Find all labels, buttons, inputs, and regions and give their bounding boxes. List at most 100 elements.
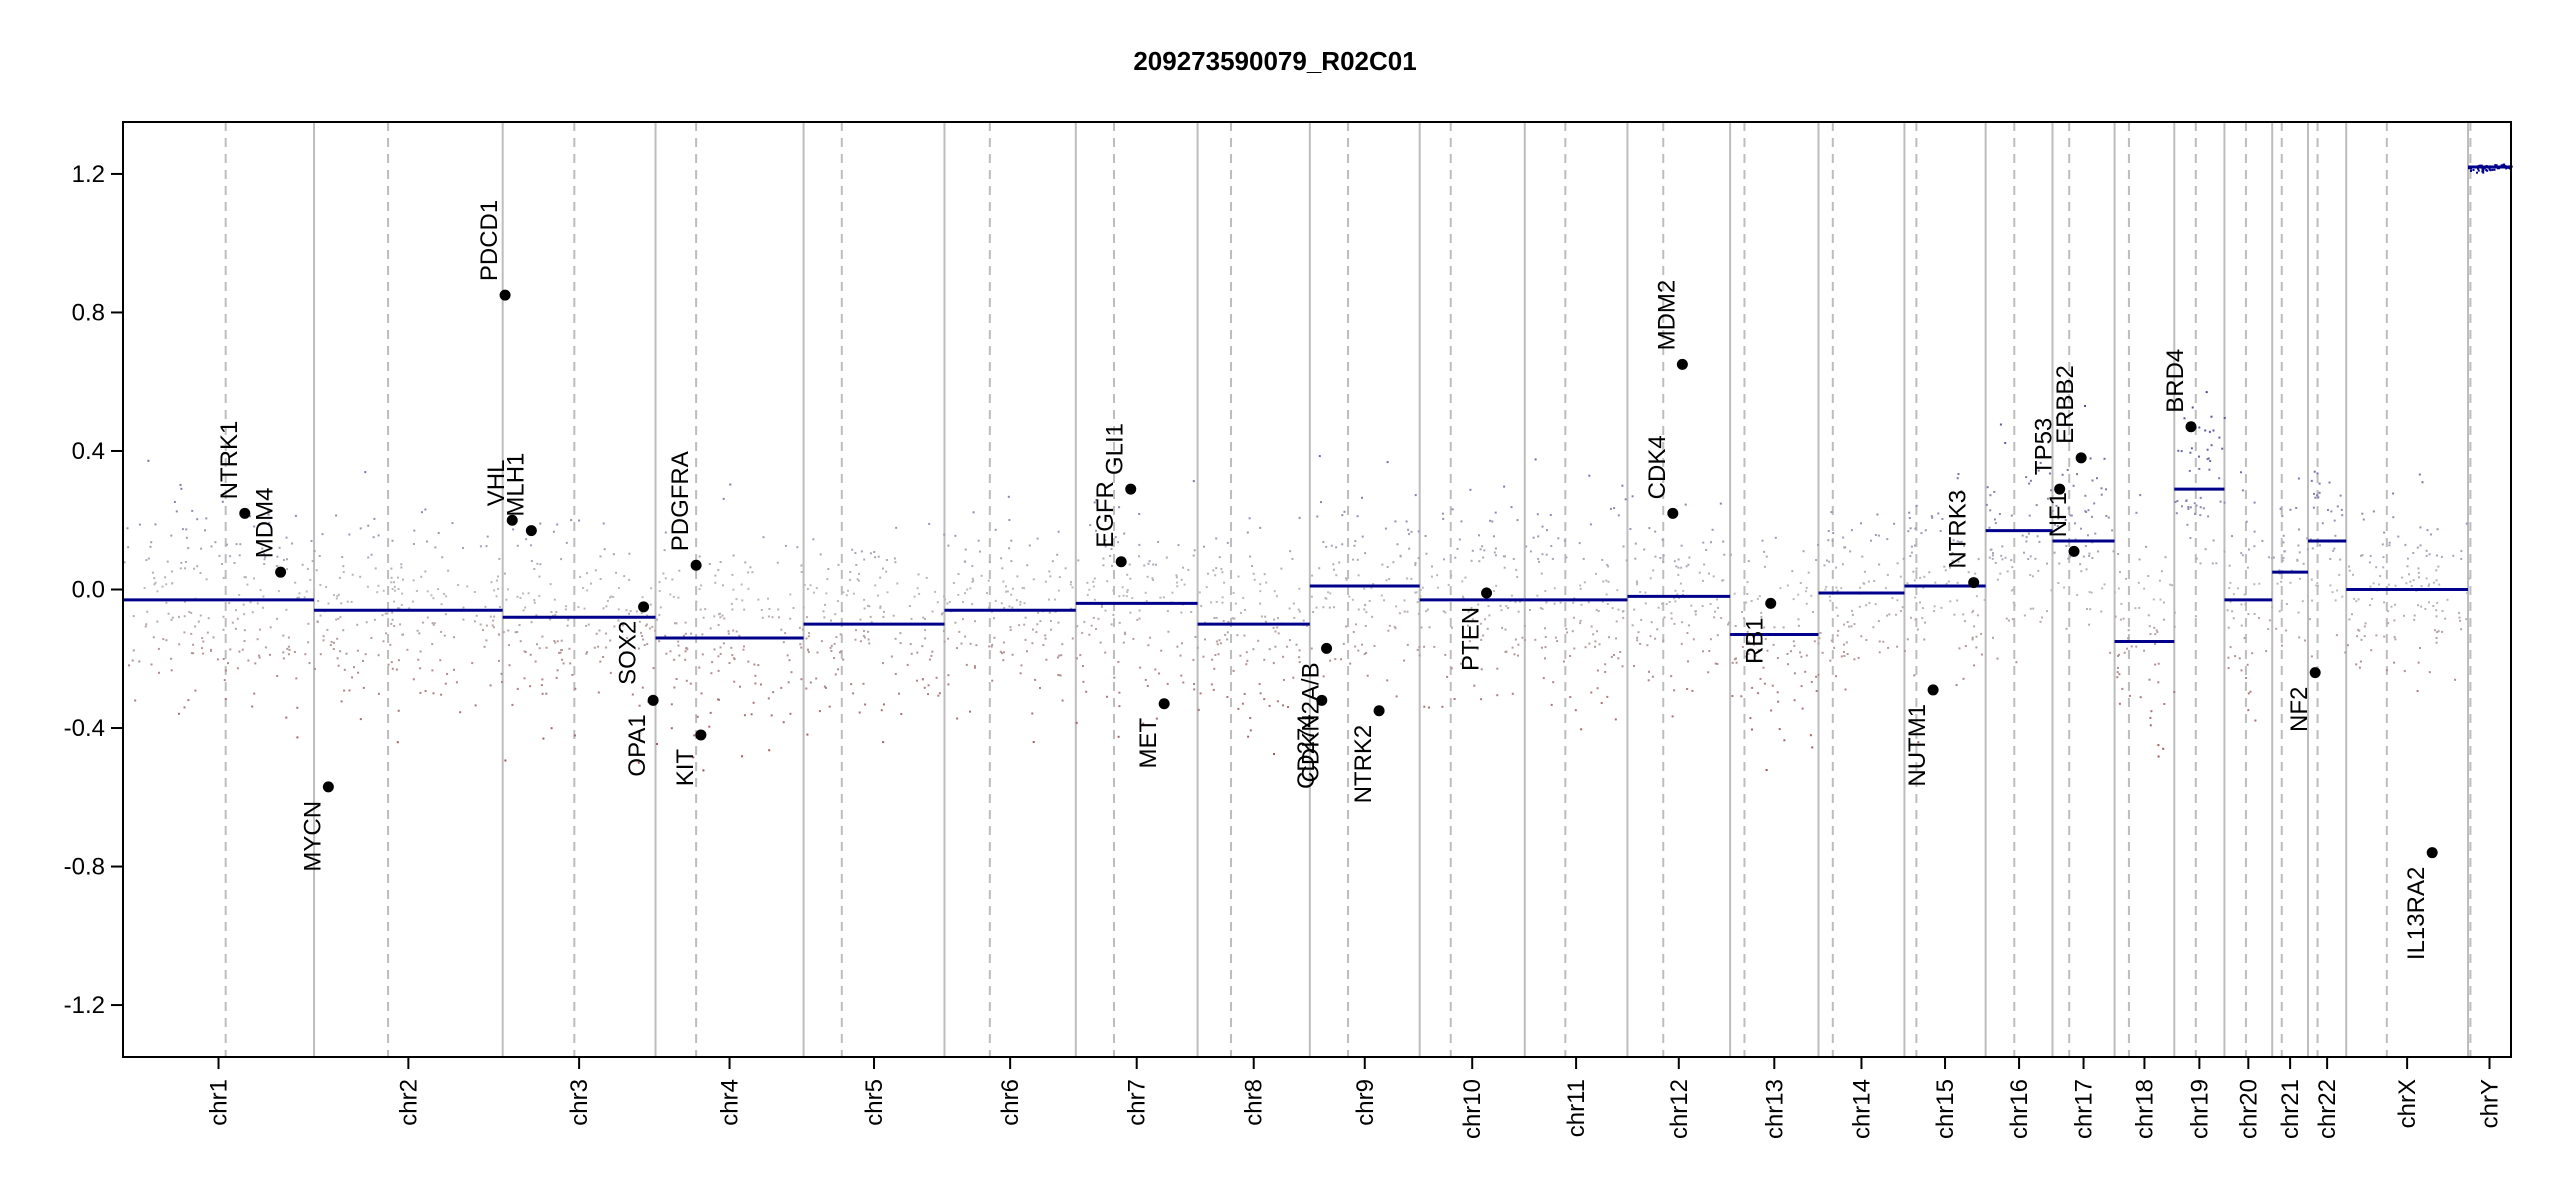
probe-point [165,583,168,586]
probe-point [2198,426,2201,429]
probe-point [1553,602,1556,605]
probe-point [484,605,487,608]
probe-point [610,595,613,598]
probe-point [1197,708,1200,711]
probe-point [1709,603,1712,605]
probe-point [1858,605,1861,608]
gene-label-egfr: EGFR [1092,481,1119,548]
probe-point [2265,650,2268,653]
probe-point [833,642,836,645]
probe-point [437,532,440,534]
probe-point [2154,643,2157,645]
probe-point [1802,550,1805,553]
probe-point [1095,498,1098,501]
probe-point [1310,595,1313,598]
probe-point [1878,651,1881,654]
probe-point [1021,586,1024,589]
probe-point [525,538,528,541]
probe-point [1386,679,1389,682]
probe-point [366,585,369,588]
probe-point [2072,484,2075,487]
probe-point [2317,584,2319,587]
probe-point [2145,545,2148,548]
probe-point [1239,611,1242,614]
probe-point [605,632,608,635]
gene-marker-pdgfra [690,559,702,571]
probe-point [1139,666,1142,669]
probe-point [1537,535,1540,538]
probe-point [342,565,345,568]
probe-point [1565,556,1568,559]
probe-point [1971,638,1974,641]
probe-point [2245,677,2248,679]
probe-point [1717,606,1719,609]
probe-point [839,633,842,636]
probe-point [971,580,974,583]
probe-point [824,603,826,606]
probe-point [1329,592,1332,595]
probe-point [1329,659,1332,662]
probe-point [264,556,267,559]
probe-point [859,618,862,621]
probe-point [605,605,608,608]
probe-point [2089,608,2092,611]
probe-point [2482,169,2485,172]
probe-point [1967,571,1970,574]
probe-point [1797,618,1800,621]
probe-point [2084,405,2086,407]
probe-point [2085,511,2088,513]
probe-point [2460,558,2463,560]
probe-point [2032,607,2035,610]
probe-point [673,658,676,661]
probe-point [1086,581,1089,584]
chromosome-label-chr4: chr4 [717,1079,744,1126]
probe-point [936,601,939,604]
probe-point [1325,545,1328,548]
probe-point [2401,576,2404,579]
probe-point [2491,168,2494,171]
probe-point [1505,605,1508,608]
probe-point [1589,523,1592,526]
probe-point [640,631,642,634]
probe-point [1886,573,1889,576]
probe-point [1955,684,1958,686]
probe-point [1753,643,1755,646]
probe-point [928,658,931,661]
probe-point [1720,617,1723,619]
probe-point [1265,581,1268,584]
probe-point [1840,655,1843,658]
probe-point [638,620,641,623]
probe-point [2065,544,2068,547]
probe-point [673,686,676,689]
probe-point [1226,638,1229,641]
probe-point [1044,637,1047,640]
probe-point [1624,498,1627,501]
probe-point [733,680,736,683]
probe-point [396,741,399,744]
probe-point [567,618,570,621]
probe-point [473,620,476,623]
probe-point [1218,556,1221,559]
probe-point [1243,693,1246,695]
probe-point [1844,688,1847,691]
probe-point [2227,626,2230,629]
probe-point [1550,545,1553,547]
probe-point [498,633,501,636]
probe-point [1454,556,1457,559]
probe-point [599,555,602,558]
probe-point [1247,735,1250,738]
probe-point [2118,702,2121,705]
chromosome-label-chr8: chr8 [1241,1079,1268,1126]
probe-point [2426,529,2429,532]
probe-point [864,703,867,706]
probe-point [2470,167,2472,170]
probe-point [1272,662,1275,665]
probe-point [1592,633,1595,636]
probe-point [1919,601,1921,604]
probe-point [943,640,946,643]
probe-point [2258,617,2260,619]
probe-point [570,519,573,522]
probe-point [1010,560,1013,563]
probe-point [1851,609,1853,612]
probe-point [2369,604,2371,607]
